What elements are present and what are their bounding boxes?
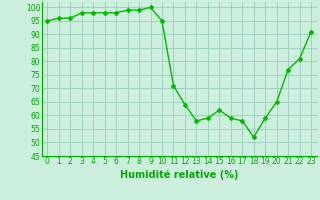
X-axis label: Humidité relative (%): Humidité relative (%): [120, 169, 238, 180]
